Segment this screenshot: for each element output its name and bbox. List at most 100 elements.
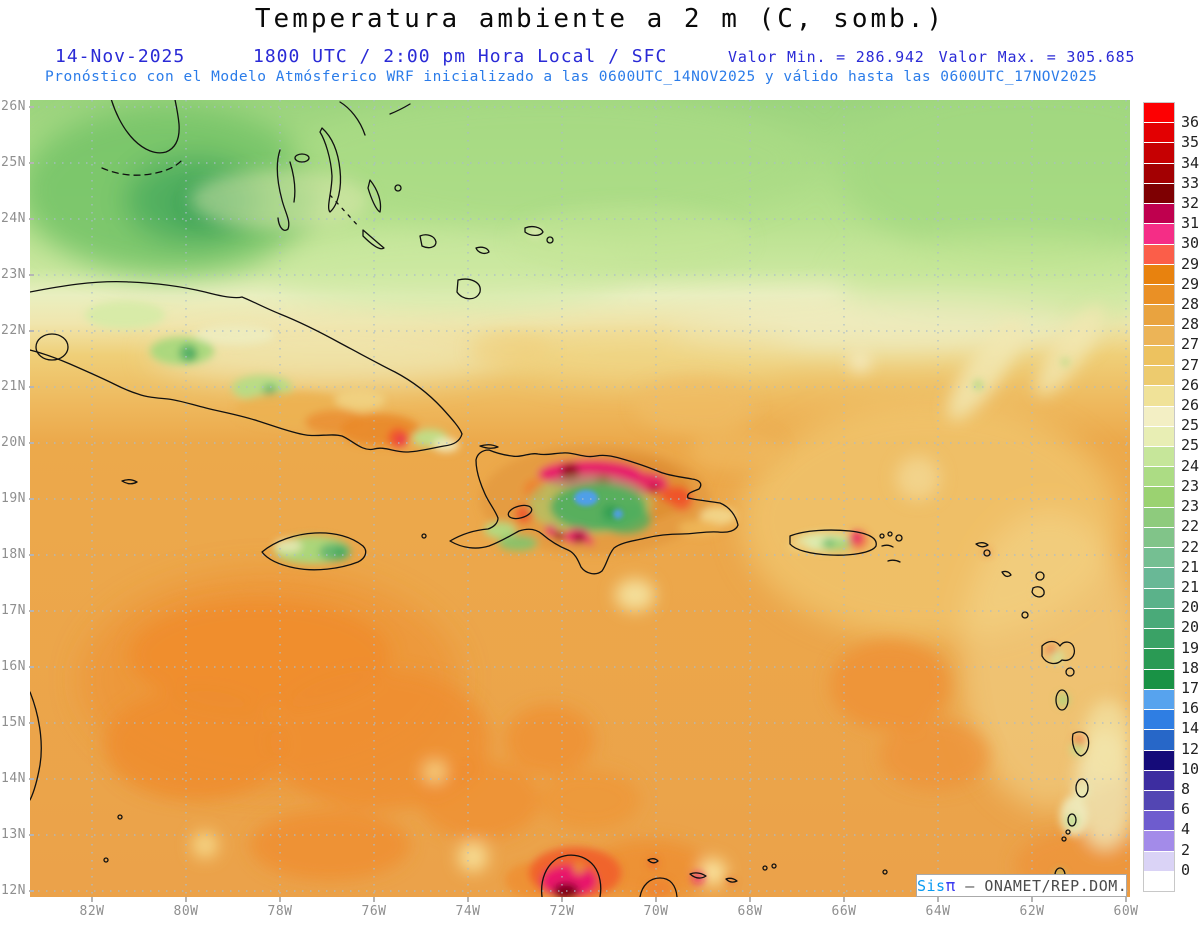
colorbar-level-label: 23	[1181, 497, 1200, 516]
colorbar-cell	[1144, 263, 1174, 285]
colorbar-level-label: 0	[1181, 860, 1191, 879]
colorbar-level-label: 34	[1181, 153, 1200, 172]
coast-hispaniola	[449, 449, 739, 575]
temperature-colorbar	[1143, 102, 1175, 892]
colorbar-level-label: 28	[1181, 315, 1200, 334]
temperature-field	[30, 100, 1130, 897]
colorbar-level-label: 27.5	[1181, 335, 1200, 354]
coast-cuba	[30, 280, 463, 453]
coast-florida-keys	[101, 159, 183, 176]
valid-time: 1800 UTC / 2:00 pm Hora Local / SFC	[253, 46, 668, 67]
colorbar-cell	[1144, 709, 1174, 730]
lon-tick-label: 60W	[1102, 897, 1150, 920]
lat-tick-label: 26N	[1, 99, 34, 114]
lon-tick-label: 76W	[350, 897, 398, 920]
colorbar-cell	[1144, 466, 1174, 487]
coast-eleuthera	[319, 127, 342, 213]
lon-tick-label: 66W	[820, 897, 868, 920]
lat-tick-label: 15N	[1, 715, 34, 730]
colorbar-cell	[1144, 729, 1174, 750]
valor-min: Valor Min. = 286.942	[728, 48, 925, 66]
lon-tick-label: 64W	[914, 897, 962, 920]
coast-caicos	[524, 225, 544, 237]
lat-tick-label: 22N	[1, 323, 34, 338]
colorbar-level-label: 12	[1181, 739, 1200, 758]
lat-tick-label: 13N	[1, 827, 34, 842]
colorbar-cell	[1144, 203, 1174, 224]
colorbar-cell	[1144, 405, 1174, 426]
colorbar-cell	[1144, 607, 1174, 629]
lat-tick-label: 23N	[1, 267, 34, 282]
lon-tick-label: 80W	[162, 897, 210, 920]
colorbar-cell	[1144, 344, 1174, 366]
coast-grand-cayman	[121, 479, 138, 485]
watermark-separator: —	[965, 877, 975, 895]
colorbar-cell	[1144, 628, 1174, 649]
lon-tick-label: 82W	[68, 897, 116, 920]
lon-tick-label: 72W	[538, 897, 586, 920]
colorbar-cell	[1144, 284, 1174, 305]
lat-tick-label: 25N	[1, 155, 34, 170]
coast-south-caribbean	[540, 854, 888, 897]
coast-cat-island	[367, 179, 382, 213]
colorbar-level-label: 20.5	[1181, 598, 1200, 617]
colorbar-level-label: 4	[1181, 820, 1191, 839]
colorbar-cell	[1144, 526, 1174, 548]
colorbar-cell	[1144, 547, 1174, 568]
colorbar-level-label: 35	[1181, 133, 1200, 152]
lon-tick-label: 62W	[1008, 897, 1056, 920]
colorbar-level-label: 16	[1181, 699, 1200, 718]
colorbar-cell	[1144, 304, 1174, 325]
colorbar-cell	[1144, 749, 1174, 770]
coast-florida	[110, 100, 180, 154]
lat-tick-label: 18N	[1, 547, 34, 562]
watermark-org: ONAMET/REP.DOM.	[984, 877, 1128, 895]
coast-puerto-rico	[789, 529, 877, 556]
colorbar-level-label: 14	[1181, 719, 1200, 738]
colorbar-cell	[1144, 506, 1174, 527]
map-canvas	[30, 100, 1130, 897]
coast-bahamas	[339, 101, 411, 136]
colorbar-level-label: 6	[1181, 800, 1191, 819]
coast-navassa	[421, 533, 427, 539]
colorbar-cell	[1144, 789, 1174, 811]
coast-vieques	[881, 544, 894, 548]
colorbar-cell	[1144, 648, 1174, 669]
colorbar-level-label: 30.7	[1181, 234, 1200, 253]
watermark: Sisπ — ONAMET/REP.DOM.	[916, 874, 1127, 897]
colorbar-level-label: 19	[1181, 638, 1200, 657]
colorbar-cell	[1144, 688, 1174, 710]
coast-crooked-acklins	[419, 234, 437, 249]
colorbar-cell	[1144, 870, 1174, 892]
lat-tick-label: 24N	[1, 211, 34, 226]
colorbar-cell	[1144, 850, 1174, 871]
colorbar-level-label: 18	[1181, 658, 1200, 677]
colorbar-level-label: 29.7	[1181, 254, 1200, 273]
valor-max: Valor Max. = 305.685	[938, 48, 1136, 66]
colorbar-cell	[1144, 486, 1174, 507]
colorbar-level-label: 36	[1181, 113, 1200, 132]
colorbar-cell	[1144, 162, 1174, 183]
colorbar-cell	[1144, 385, 1174, 406]
lat-tick-label: 17N	[1, 603, 34, 618]
coast-turks	[546, 236, 554, 244]
coast-new-providence	[294, 153, 310, 163]
lat-tick-label: 21N	[1, 379, 34, 394]
coast-gonave	[507, 504, 533, 520]
forecast-description: Pronóstico con el Modelo Atmósferico WRF…	[45, 69, 1098, 85]
colorbar-cell	[1144, 769, 1174, 790]
page-title: Temperatura ambiente a 2 m (C, somb.)	[254, 4, 946, 34]
map-area	[30, 100, 1130, 897]
coast-san-andres	[103, 857, 109, 863]
coast-tortue	[479, 444, 499, 449]
colorbar-level-label: 33	[1181, 173, 1200, 192]
colorbar-cell	[1144, 122, 1174, 143]
colorbar-level-label: 23.5	[1181, 476, 1200, 495]
colorbar-cell	[1144, 243, 1174, 264]
colorbar-level-label: 22.5	[1181, 517, 1200, 536]
colorbar-cell	[1144, 830, 1174, 851]
coast-nicaragua	[30, 691, 42, 801]
lat-tick-label: 19N	[1, 491, 34, 506]
colorbar-cell	[1144, 445, 1174, 467]
